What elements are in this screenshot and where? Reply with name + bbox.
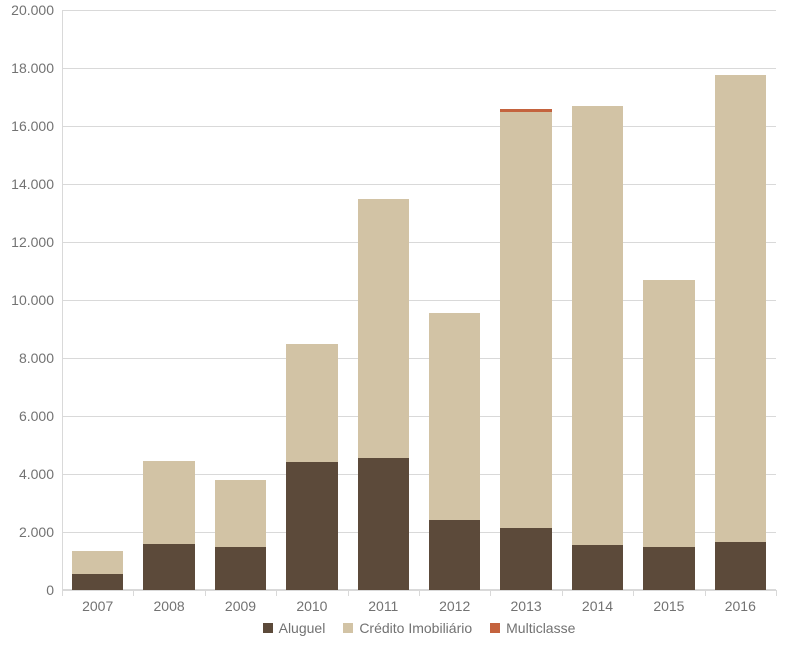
plot-area: 02.0004.0006.0008.00010.00012.00014.0001… — [62, 10, 776, 590]
x-tick — [419, 590, 420, 596]
legend-swatch — [490, 623, 500, 633]
y-tick-label: 14.000 — [11, 176, 62, 192]
y-axis — [62, 10, 63, 590]
x-tick — [133, 590, 134, 596]
x-tick-label: 2011 — [368, 590, 398, 614]
bar-segment-aluguel — [143, 544, 194, 590]
legend-label: Multiclasse — [506, 620, 575, 636]
bar-segment-credito — [143, 461, 194, 544]
legend-label: Aluguel — [279, 620, 326, 636]
x-tick-label: 2014 — [582, 590, 613, 614]
bar-segment-aluguel — [358, 458, 409, 590]
chart-container: 0 2.000 4.000 6.000 8.000 10.000 12.000 14.000 1… — [0, 0, 788, 650]
y-tick-label: 20.000 — [11, 2, 62, 18]
bar-segment-credito — [215, 480, 266, 547]
x-tick-label: 2016 — [725, 590, 756, 614]
y-tick-label: 10.000 — [11, 292, 62, 308]
x-tick — [205, 590, 206, 596]
bar-segment-credito — [286, 344, 337, 463]
bar-segment-aluguel — [72, 574, 123, 590]
bar-segment-credito — [572, 106, 623, 545]
legend-item-aluguel: Aluguel — [263, 620, 326, 636]
x-tick — [776, 590, 777, 596]
bar-segment-credito — [715, 75, 766, 542]
bar-segment-aluguel — [429, 520, 480, 590]
bar-segment-aluguel — [286, 462, 337, 590]
bar-segment-aluguel — [715, 542, 766, 590]
x-tick-label: 2010 — [296, 590, 327, 614]
y-tick-label: 6.000 — [19, 408, 62, 424]
x-tick — [705, 590, 706, 596]
gridline — [62, 184, 776, 185]
bar-segment-multiclasse — [500, 109, 551, 112]
gridline — [62, 126, 776, 127]
y-tick-label: 18.000 — [11, 60, 62, 76]
legend-item-credito: Crédito Imobiliário — [343, 620, 472, 636]
x-tick-label: 2009 — [225, 590, 256, 614]
legend-item-multiclasse: Multiclasse — [490, 620, 575, 636]
x-tick — [490, 590, 491, 596]
bar-segment-credito — [429, 313, 480, 520]
legend: Aluguel Crédito Imobiliário Multiclasse — [62, 620, 776, 636]
y-tick-label: 8.000 — [19, 350, 62, 366]
gridline — [62, 242, 776, 243]
y-tick-label: 16.000 — [11, 118, 62, 134]
gridline — [62, 10, 776, 11]
bar-segment-credito — [358, 199, 409, 459]
bar-segment-credito — [500, 112, 551, 528]
x-tick — [562, 590, 563, 596]
y-tick-label: 4.000 — [19, 466, 62, 482]
x-tick-label: 2013 — [511, 590, 542, 614]
x-tick — [633, 590, 634, 596]
x-tick-label: 2008 — [154, 590, 185, 614]
legend-label: Crédito Imobiliário — [359, 620, 472, 636]
x-tick-label: 2012 — [439, 590, 470, 614]
y-tick-label: 2.000 — [19, 524, 62, 540]
x-tick-label: 2007 — [82, 590, 113, 614]
y-tick-label: 12.000 — [11, 234, 62, 250]
legend-swatch — [263, 623, 273, 633]
bar-segment-aluguel — [500, 528, 551, 590]
legend-swatch — [343, 623, 353, 633]
x-tick — [276, 590, 277, 596]
bar-segment-credito — [72, 551, 123, 574]
x-tick — [348, 590, 349, 596]
y-tick-label: 0 — [46, 582, 62, 598]
bar-segment-credito — [643, 280, 694, 547]
bar-segment-aluguel — [572, 545, 623, 590]
bar-segment-aluguel — [215, 547, 266, 591]
bar-segment-aluguel — [643, 547, 694, 591]
gridline — [62, 68, 776, 69]
x-tick-label: 2015 — [653, 590, 684, 614]
x-tick — [62, 590, 63, 596]
